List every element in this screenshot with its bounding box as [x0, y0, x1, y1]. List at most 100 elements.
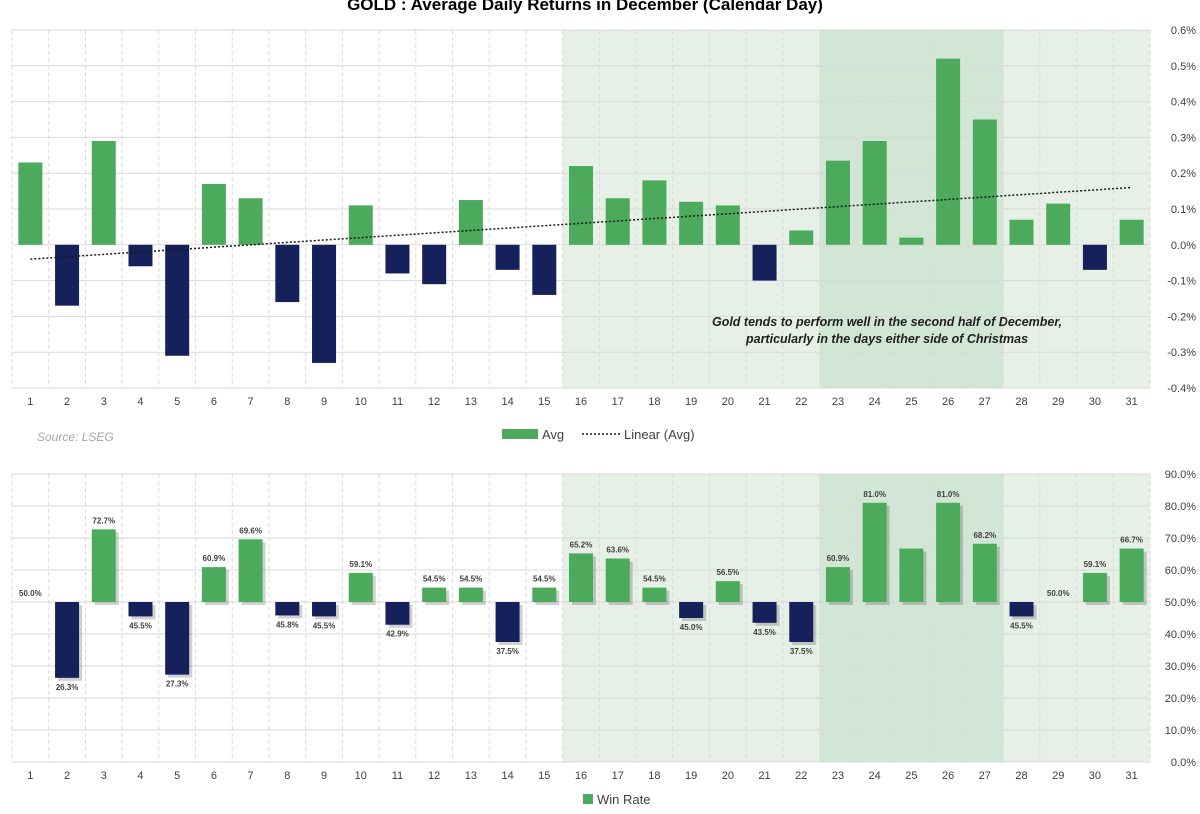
x-tick-label: 18	[648, 770, 660, 782]
win-bar	[679, 602, 704, 618]
data-label: 60.9%	[203, 554, 226, 563]
x-tick-label: 16	[575, 396, 587, 408]
avg-bar	[275, 244, 300, 303]
x-tick-label: 4	[137, 770, 143, 782]
x-tick-label: 27	[979, 770, 991, 782]
x-tick-label: 1	[27, 396, 33, 408]
x-tick-label: 4	[137, 396, 143, 408]
x-tick-label: 5	[174, 396, 180, 408]
x-tick-label: 21	[758, 770, 770, 782]
x-tick-label: 24	[869, 396, 881, 408]
avg-bar	[348, 205, 373, 245]
x-tick-label: 23	[832, 396, 844, 408]
win-bar	[715, 581, 740, 602]
x-tick-label: 10	[355, 770, 367, 782]
avg-bar	[1009, 219, 1034, 245]
win-rate-chart: 50.0%26.3%72.7%45.5%27.3%60.9%69.6%45.8%…	[11, 469, 1196, 807]
win-bar	[862, 502, 887, 602]
data-label: 68.2%	[973, 531, 996, 540]
avg-bar	[1046, 203, 1071, 245]
y-tick-label: 50.0%	[1165, 597, 1196, 609]
x-tick-label: 13	[465, 396, 477, 408]
y-tick-label: 40.0%	[1165, 629, 1196, 641]
x-tick-label: 24	[869, 770, 881, 782]
x-tick-label: 22	[795, 396, 807, 408]
chart-title: GOLD : Average Daily Returns in December…	[347, 0, 823, 14]
win-bar	[238, 539, 263, 602]
win-bar	[642, 587, 667, 602]
x-tick-label: 26	[942, 770, 954, 782]
data-label: 42.9%	[386, 630, 409, 639]
source-note: Source: LSEG	[37, 430, 114, 444]
data-label: 27.3%	[166, 680, 189, 689]
x-tick-label: 11	[392, 770, 403, 782]
avg-bar	[55, 244, 80, 306]
y-tick-label: 0.3%	[1171, 132, 1196, 144]
y-tick-label: 10.0%	[1165, 725, 1196, 737]
x-tick-label: 2	[64, 396, 70, 408]
x-tick-label: 17	[612, 770, 624, 782]
x-tick-label: 14	[501, 770, 513, 782]
y-tick-label: -0.3%	[1167, 347, 1196, 359]
win-bar	[128, 602, 153, 617]
y-tick-label: 0.0%	[1171, 240, 1196, 252]
avg-bar	[165, 244, 190, 356]
avg-bar	[1119, 219, 1144, 245]
x-tick-label: 18	[648, 396, 660, 408]
x-tick-label: 5	[174, 770, 180, 782]
x-tick-label: 3	[101, 770, 107, 782]
x-tick-label: 28	[1015, 770, 1027, 782]
data-label: 66.7%	[1120, 536, 1143, 545]
avg-bar	[312, 244, 337, 363]
data-label: 54.5%	[533, 575, 556, 584]
x-tick-label: 26	[942, 396, 954, 408]
avg-bar	[1082, 244, 1107, 270]
win-bar	[458, 587, 483, 602]
data-label: 56.5%	[716, 568, 739, 577]
avg-bar	[458, 200, 483, 245]
highlight-band-christmas	[819, 474, 1004, 762]
x-tick-label: 8	[284, 396, 290, 408]
x-tick-label: 16	[575, 770, 587, 782]
bottom-legend: Win Rate	[583, 792, 650, 807]
avg-bar	[679, 201, 704, 245]
x-tick-label: 12	[428, 396, 440, 408]
win-bar	[275, 602, 300, 616]
x-tick-label: 20	[722, 770, 734, 782]
avg-bar	[422, 244, 447, 285]
data-label: 26.3%	[56, 683, 79, 692]
data-label: 59.1%	[349, 560, 372, 569]
x-tick-label: 9	[321, 770, 327, 782]
avg-bar	[862, 140, 887, 245]
y-tick-label: 0.1%	[1171, 204, 1196, 216]
y-tick-label: 0.0%	[1171, 757, 1196, 769]
x-tick-label: 29	[1052, 770, 1064, 782]
avg-bar	[128, 244, 153, 267]
avg-bar	[936, 58, 961, 245]
x-tick-label: 12	[428, 770, 440, 782]
avg-bar	[569, 166, 593, 245]
x-tick-label: 22	[795, 770, 807, 782]
legend-label-avg: Avg	[542, 427, 564, 442]
avg-bar	[495, 244, 520, 270]
avg-returns-chart: GOLD : Average Daily Returns in December…	[11, 0, 1196, 444]
avg-bar	[825, 160, 850, 245]
data-label: 81.0%	[937, 490, 960, 499]
win-bar	[165, 602, 190, 675]
data-label: 54.5%	[460, 575, 483, 584]
data-label: 45.5%	[129, 621, 152, 630]
legend-swatch-avg	[502, 429, 538, 439]
annotation-line-1: Gold tends to perform well in the second…	[712, 315, 1062, 329]
y-tick-label: -0.1%	[1167, 276, 1196, 288]
win-bar	[348, 572, 373, 602]
x-tick-label: 10	[355, 396, 367, 408]
x-tick-label: 30	[1089, 396, 1101, 408]
avg-bar	[715, 205, 740, 245]
x-tick-label: 11	[392, 396, 403, 408]
win-bar	[1009, 602, 1034, 617]
y-tick-label: 0.5%	[1171, 61, 1196, 73]
y-tick-label: -0.4%	[1167, 383, 1196, 395]
data-label: 59.1%	[1084, 560, 1107, 569]
x-tick-label: 8	[284, 770, 290, 782]
x-tick-label: 7	[248, 396, 254, 408]
